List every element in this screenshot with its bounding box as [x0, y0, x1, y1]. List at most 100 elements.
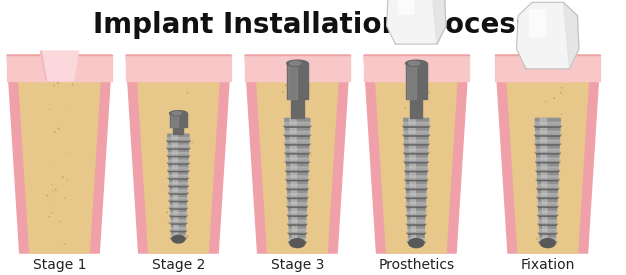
- Circle shape: [302, 210, 304, 212]
- Polygon shape: [285, 167, 309, 170]
- Ellipse shape: [409, 239, 424, 248]
- Circle shape: [185, 229, 187, 230]
- Text: Fixation: Fixation: [521, 258, 575, 272]
- Polygon shape: [8, 55, 111, 81]
- Polygon shape: [537, 215, 558, 216]
- Polygon shape: [407, 229, 426, 233]
- Polygon shape: [404, 161, 429, 163]
- Circle shape: [176, 231, 177, 232]
- Polygon shape: [169, 213, 188, 215]
- Ellipse shape: [409, 62, 419, 65]
- Text: Stage 1: Stage 1: [33, 258, 86, 272]
- Polygon shape: [170, 227, 187, 230]
- Polygon shape: [172, 134, 178, 239]
- Circle shape: [553, 229, 554, 230]
- Polygon shape: [168, 134, 189, 239]
- Polygon shape: [167, 141, 190, 142]
- Polygon shape: [403, 149, 429, 153]
- Polygon shape: [534, 135, 562, 136]
- Circle shape: [167, 211, 168, 213]
- Polygon shape: [535, 158, 560, 161]
- Polygon shape: [534, 131, 562, 135]
- Polygon shape: [407, 242, 426, 243]
- Polygon shape: [168, 197, 188, 200]
- Circle shape: [428, 92, 430, 94]
- Circle shape: [415, 233, 417, 235]
- Polygon shape: [536, 179, 560, 181]
- Circle shape: [54, 201, 56, 202]
- Polygon shape: [287, 215, 308, 216]
- Polygon shape: [284, 135, 311, 136]
- Circle shape: [404, 108, 406, 109]
- Polygon shape: [406, 63, 427, 99]
- Polygon shape: [284, 126, 311, 127]
- Polygon shape: [535, 140, 561, 144]
- Polygon shape: [17, 55, 101, 253]
- Polygon shape: [407, 233, 426, 234]
- Polygon shape: [288, 229, 307, 233]
- Polygon shape: [169, 208, 188, 209]
- Circle shape: [55, 189, 57, 191]
- Polygon shape: [406, 211, 427, 215]
- Polygon shape: [404, 118, 429, 243]
- Circle shape: [187, 235, 188, 236]
- Circle shape: [170, 153, 171, 155]
- Circle shape: [168, 171, 169, 173]
- Polygon shape: [287, 206, 308, 207]
- Circle shape: [54, 131, 56, 133]
- Polygon shape: [173, 127, 183, 134]
- Circle shape: [413, 237, 415, 239]
- Ellipse shape: [290, 239, 305, 248]
- Circle shape: [553, 97, 555, 99]
- Polygon shape: [167, 160, 190, 163]
- Circle shape: [418, 98, 419, 100]
- Text: Stage 3: Stage 3: [270, 258, 324, 272]
- Polygon shape: [41, 51, 46, 81]
- Polygon shape: [496, 55, 600, 253]
- Circle shape: [560, 92, 562, 94]
- Circle shape: [173, 229, 174, 230]
- Circle shape: [424, 217, 425, 219]
- Circle shape: [58, 128, 59, 130]
- Polygon shape: [168, 183, 188, 185]
- Polygon shape: [126, 55, 230, 81]
- Circle shape: [187, 187, 188, 188]
- Polygon shape: [406, 206, 427, 207]
- Circle shape: [71, 84, 73, 85]
- Polygon shape: [287, 211, 308, 215]
- Polygon shape: [170, 220, 187, 223]
- Circle shape: [307, 154, 309, 155]
- Circle shape: [175, 233, 177, 234]
- Text: Stage 2: Stage 2: [151, 258, 205, 272]
- Polygon shape: [169, 205, 188, 208]
- Circle shape: [553, 136, 555, 137]
- Polygon shape: [536, 188, 559, 190]
- Circle shape: [423, 177, 425, 178]
- Polygon shape: [168, 175, 189, 178]
- Circle shape: [416, 176, 418, 177]
- Polygon shape: [284, 153, 310, 154]
- Polygon shape: [285, 170, 309, 172]
- Polygon shape: [536, 170, 560, 172]
- Circle shape: [308, 97, 309, 98]
- Circle shape: [293, 100, 294, 101]
- Polygon shape: [167, 138, 190, 141]
- Polygon shape: [538, 224, 558, 225]
- Polygon shape: [406, 224, 426, 225]
- Circle shape: [550, 151, 552, 153]
- Polygon shape: [529, 9, 545, 35]
- Ellipse shape: [172, 235, 185, 243]
- Polygon shape: [410, 99, 423, 118]
- Polygon shape: [404, 158, 429, 161]
- Polygon shape: [364, 55, 468, 81]
- Circle shape: [544, 141, 545, 143]
- Polygon shape: [284, 144, 310, 145]
- Polygon shape: [288, 63, 297, 99]
- Polygon shape: [287, 220, 307, 224]
- Polygon shape: [536, 194, 559, 197]
- Ellipse shape: [540, 239, 555, 248]
- Polygon shape: [405, 188, 428, 190]
- Polygon shape: [245, 55, 349, 253]
- Polygon shape: [404, 170, 428, 172]
- Polygon shape: [538, 242, 557, 243]
